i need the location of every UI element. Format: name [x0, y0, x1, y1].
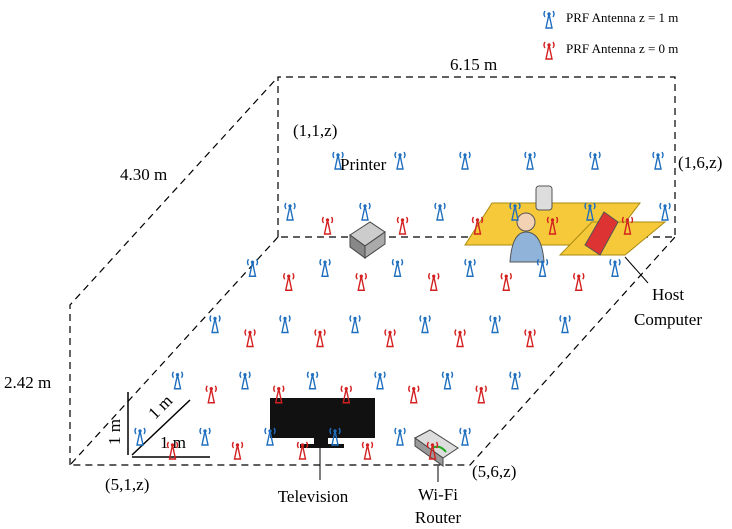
antenna-icon	[584, 202, 596, 221]
antenna-icon	[314, 329, 326, 348]
antenna-layer	[134, 10, 671, 460]
antenna-icon	[396, 216, 409, 235]
antenna-icon	[589, 151, 601, 170]
antenna-icon	[359, 202, 371, 221]
antenna-icon	[509, 371, 521, 390]
laptop-icon	[584, 211, 619, 256]
antenna-icon	[306, 371, 319, 390]
printer-icon	[349, 221, 386, 259]
antenna-icon	[434, 202, 446, 221]
dimension-label: 4.30 m	[120, 165, 167, 184]
antenna-icon	[279, 315, 291, 334]
antenna-icon	[374, 371, 386, 390]
antenna-icon	[559, 315, 571, 334]
scale-label: 1 m	[105, 419, 124, 445]
antenna-icon	[652, 151, 664, 170]
antenna-icon	[464, 258, 476, 277]
antenna-icon	[428, 272, 440, 291]
antenna-icon	[332, 151, 344, 170]
antenna-icon	[284, 202, 296, 221]
antenna-icon	[319, 258, 331, 277]
antenna-icon	[199, 427, 211, 446]
antenna-icon	[459, 427, 471, 446]
antenna-icon	[500, 272, 512, 291]
scale-label: 1 m	[160, 433, 186, 452]
corner-label: (5,6,z)	[472, 462, 516, 481]
antenna-icon	[489, 315, 501, 334]
antenna-icon	[426, 441, 439, 460]
antenna-icon	[296, 441, 309, 460]
scale-arrows	[127, 392, 210, 458]
antenna-icon	[573, 272, 585, 291]
antenna-icon	[231, 441, 244, 460]
antenna-icon	[239, 371, 251, 390]
legend-label: PRF Antenna z = 1 m	[566, 10, 678, 25]
antenna-icon	[524, 329, 536, 348]
antenna-icon	[394, 427, 406, 446]
antenna-icon	[543, 10, 555, 29]
antenna-icon	[355, 272, 367, 291]
device-label: Router	[415, 508, 462, 527]
antenna-icon	[246, 258, 259, 277]
antenna-icon	[134, 427, 146, 446]
antenna-icon	[171, 371, 184, 390]
antenna-icon	[166, 441, 179, 460]
dimension-label: 6.15 m	[450, 55, 497, 74]
antenna-icon	[340, 385, 352, 404]
antenna-icon	[454, 329, 466, 348]
antenna-icon	[475, 385, 487, 404]
antenna-icon	[609, 258, 621, 277]
antenna-icon	[659, 202, 671, 221]
antenna-icon	[283, 272, 295, 291]
antenna-icon	[394, 151, 406, 170]
corner-label: (1,6,z)	[678, 153, 722, 172]
device-label: Computer	[634, 310, 702, 329]
antenna-icon	[536, 258, 549, 277]
antenna-icon	[621, 216, 634, 235]
device-label: Wi-Fi	[418, 485, 458, 504]
device-label: Television	[278, 487, 349, 506]
pointer-line	[624, 256, 649, 284]
antenna-icon	[349, 315, 361, 334]
antenna-icon	[321, 216, 334, 235]
antenna-icon	[384, 329, 396, 348]
antenna-icon	[209, 315, 221, 334]
antenna-icon	[441, 371, 454, 390]
device-label: Printer	[340, 155, 387, 174]
room-outline	[68, 76, 676, 466]
antenna-icon	[273, 385, 285, 404]
antenna-icon	[419, 315, 431, 334]
television-icon	[270, 398, 375, 480]
antenna-icon	[244, 329, 256, 348]
dimension-label: 2.42 m	[4, 373, 51, 392]
antenna-icon	[459, 151, 471, 170]
antenna-icon	[408, 385, 420, 404]
antenna-icon	[546, 216, 559, 235]
antenna-icon	[264, 427, 276, 446]
person-icon	[509, 185, 553, 263]
legend-label: PRF Antenna z = 0 m	[566, 41, 678, 56]
antenna-icon	[361, 441, 374, 460]
router-icon	[414, 429, 459, 482]
device-label: Host	[652, 285, 684, 304]
antenna-icon	[205, 385, 217, 404]
corner-label: (5,1,z)	[105, 475, 149, 494]
antenna-icon	[391, 258, 404, 277]
antenna-icon	[509, 202, 521, 221]
desk	[558, 221, 667, 256]
antenna-icon	[471, 216, 484, 235]
corner-label: (1,1,z)	[293, 121, 337, 140]
antenna-icon	[543, 41, 555, 60]
antenna-icon	[329, 427, 341, 446]
antenna-icon	[524, 151, 536, 170]
